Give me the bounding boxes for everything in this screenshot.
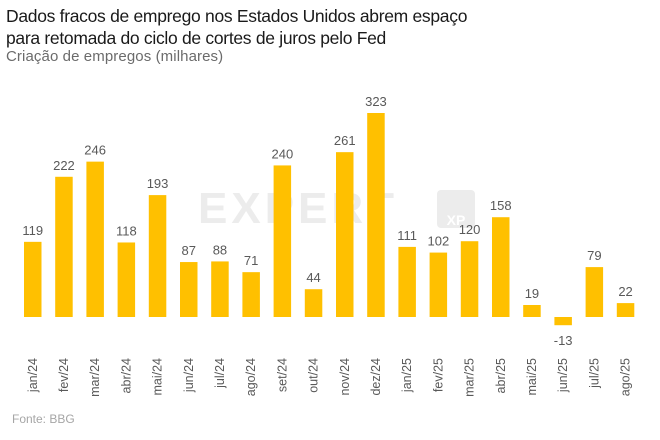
value-label: 87 [182,243,196,258]
value-label: 44 [306,270,320,285]
bar-jun-25 [554,317,572,326]
bar-dez-24 [367,113,385,317]
bar-fev-24 [55,176,73,317]
value-label: 261 [334,133,356,148]
x-tick-label: jul/25 [587,358,601,389]
bar-abr-24 [117,242,136,317]
x-tick-label: jul/24 [213,358,227,389]
x-tick-label: fev/24 [57,358,71,392]
x-tick-label: fev/25 [431,358,445,392]
x-tick-label: mar/24 [88,358,102,397]
x-tick-label: dez/24 [369,358,383,396]
bar-jan-25 [398,246,416,317]
value-label: 120 [459,222,481,237]
bar-fev-25 [429,252,448,317]
x-tick-label: ago/25 [619,358,633,396]
bar-jul-25 [585,267,604,317]
value-label: 246 [84,143,106,158]
x-tick-label: jun/24 [182,358,196,393]
xp-logo-text: XP [447,212,466,228]
x-tick-label: abr/24 [119,358,133,393]
value-label: 240 [271,146,293,161]
value-label: 119 [22,223,43,238]
bar-mar-24 [86,161,104,317]
value-label: 22 [618,284,632,299]
chart-subtitle: Criação de empregos (milhares) [6,48,224,65]
x-tick-label: set/24 [275,358,289,392]
x-tick-label: abr/25 [494,358,508,393]
value-label: 88 [213,242,227,257]
value-label: 102 [427,234,449,249]
bar-nov-24 [336,152,354,317]
source-note: Fonte: BBG [12,412,75,426]
bar-ago-25 [616,303,635,317]
bar-out-24 [304,289,323,317]
expert-xp-watermark: EXPERT XP [198,184,475,233]
value-label: 158 [490,198,512,213]
x-tick-label: out/24 [307,358,321,393]
value-label: 111 [397,228,417,243]
bar-mai-25 [523,305,541,317]
bar-set-24 [273,165,292,317]
x-tick-label: ago/24 [244,358,258,396]
chart-title-line-1: Dados fracos de emprego nos Estados Unid… [6,6,468,26]
x-tick-label: jan/25 [400,358,414,393]
x-tick-label: jun/25 [556,358,570,393]
x-tick-label: jan/24 [26,358,40,393]
value-label: 19 [525,286,539,301]
value-label: 193 [147,176,169,191]
x-tick-label: mai/24 [151,358,165,396]
bar-abr-25 [492,217,510,317]
chart-title-line-2: para retomada do ciclo de cortes de juro… [6,28,386,48]
xp-logo-icon [437,190,475,228]
value-label: 79 [587,248,601,263]
bar-mar-25 [460,241,479,317]
bar-jan-24 [24,241,42,317]
x-tick-label: mar/25 [463,358,477,397]
x-tick-label: nov/24 [338,358,352,396]
value-label: 118 [116,223,137,238]
chart-title: Dados fracos de emprego nos Estados Unid… [6,5,467,49]
value-label: 222 [53,158,75,173]
bar-jul-24 [211,261,229,317]
x-tick-label: mai/25 [525,358,539,396]
value-label: 71 [244,253,258,268]
value-label: -13 [554,333,573,348]
bar-jun-24 [180,262,198,317]
watermark-text: EXPERT [198,184,398,233]
bar-mai-24 [148,195,167,317]
bar-ago-24 [242,272,260,317]
value-label: 323 [365,94,387,109]
